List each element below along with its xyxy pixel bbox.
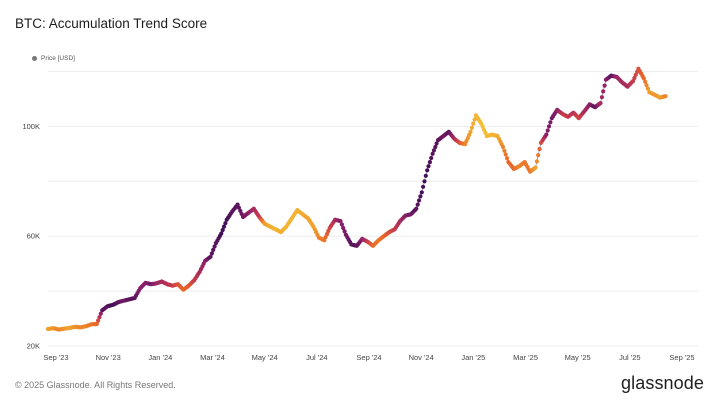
price-point <box>220 227 225 233</box>
price-point <box>342 229 347 234</box>
price-point <box>503 152 508 157</box>
x-tick-label: Sep '23 <box>43 353 68 362</box>
y-axis: 20K 60K 100K <box>22 122 40 351</box>
price-point <box>502 148 507 153</box>
price-point <box>211 247 216 252</box>
price-point <box>212 244 217 249</box>
x-axis: Sep '23 Nov '23 Jan '24 Mar '24 May '24 Jul '… <box>43 353 694 362</box>
price-point <box>643 79 648 84</box>
x-tick-label: Mar '25 <box>513 353 538 362</box>
x-tick-label: Jul '24 <box>306 353 327 362</box>
price-point <box>430 151 435 156</box>
price-point <box>431 148 436 153</box>
price-point <box>601 89 606 94</box>
grid <box>48 70 698 347</box>
price-point <box>433 144 438 150</box>
price-point <box>602 83 607 88</box>
price-point <box>98 311 103 316</box>
y-tick-label: 60K <box>27 232 40 241</box>
price-point <box>544 132 549 137</box>
legend-dot-icon <box>32 56 37 61</box>
y-tick-label: 100K <box>22 122 40 131</box>
x-tick-label: Jul '25 <box>619 353 640 362</box>
x-tick-label: Mar '24 <box>200 353 225 362</box>
price-point <box>209 251 214 256</box>
price-point <box>533 165 538 170</box>
price-point <box>645 86 651 91</box>
x-tick-label: May '24 <box>252 353 278 362</box>
price-point <box>208 254 213 259</box>
x-tick-label: Sep '24 <box>356 353 381 362</box>
chart-title: BTC: Accumulation Trend Score <box>15 16 208 31</box>
price-point <box>641 76 646 81</box>
y-tick-label: 20K <box>27 342 40 351</box>
price-point <box>223 221 228 226</box>
price-point <box>427 160 432 165</box>
price-point <box>471 121 476 126</box>
price-point <box>219 231 224 236</box>
x-tick-label: May '25 <box>565 353 591 362</box>
price-point <box>419 190 424 195</box>
price-point <box>338 219 343 224</box>
price-point <box>425 168 430 173</box>
price-point <box>434 141 439 146</box>
price-point <box>96 318 101 323</box>
price-point <box>429 155 434 161</box>
price-point <box>537 146 542 152</box>
price-point <box>414 206 419 211</box>
price-point <box>423 173 428 178</box>
price-point <box>545 128 550 133</box>
price-point <box>422 179 427 184</box>
price-point <box>500 144 506 150</box>
x-tick-label: Nov '24 <box>409 353 434 362</box>
price-point <box>534 159 540 164</box>
price-point <box>598 101 603 106</box>
price-point <box>548 120 553 125</box>
x-tick-label: Sep '25 <box>669 353 694 362</box>
price-point <box>644 83 649 88</box>
price-point <box>421 184 426 189</box>
price-point <box>599 95 605 100</box>
price-point <box>339 222 344 227</box>
x-tick-label: Nov '23 <box>96 353 121 362</box>
price-point <box>221 224 227 229</box>
legend[interactable]: Price [USD] <box>32 55 75 62</box>
price-point <box>468 129 473 134</box>
price-point <box>415 202 420 207</box>
copyright-text: © 2025 Glassnode. All Rights Reserved. <box>15 380 176 390</box>
price-point <box>416 198 422 203</box>
price-point <box>505 156 510 161</box>
glassnode-logo[interactable]: glassnode <box>621 373 704 393</box>
price-point <box>418 194 423 199</box>
price-points <box>45 66 668 332</box>
price-point <box>546 124 552 129</box>
price-point <box>341 225 346 231</box>
legend-label: Price [USD] <box>41 55 75 62</box>
price-point <box>426 164 431 169</box>
price-point <box>663 94 668 99</box>
price-point <box>97 315 102 320</box>
x-tick-label: Jan '25 <box>461 353 485 362</box>
price-point <box>536 153 541 158</box>
price-point <box>469 125 474 130</box>
price-point <box>94 321 99 327</box>
x-tick-label: Jan '24 <box>148 353 172 362</box>
